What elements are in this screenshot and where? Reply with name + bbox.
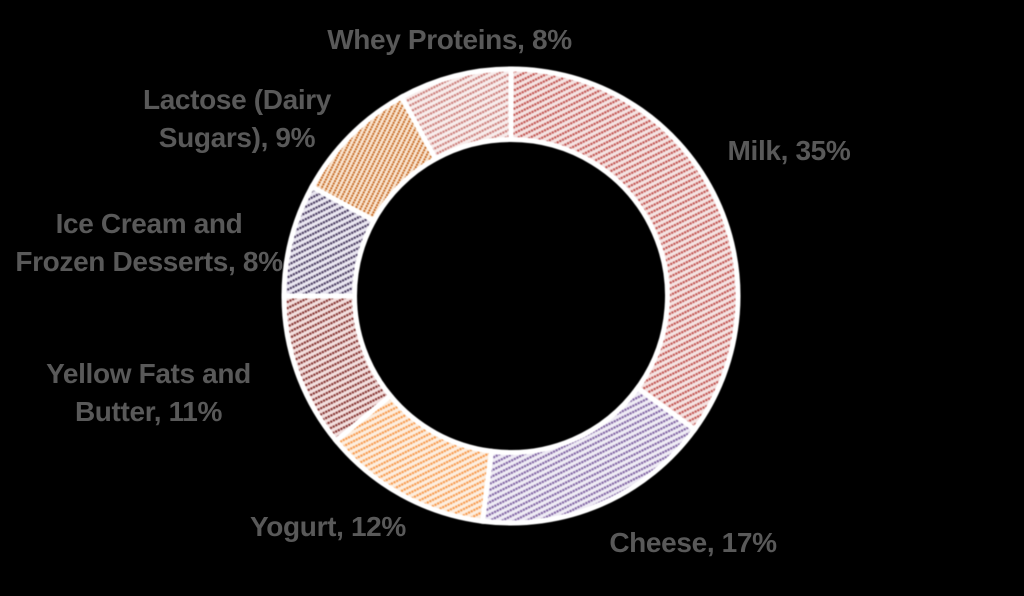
- label-milk: Milk, 35%: [727, 135, 851, 166]
- donut-segments: [281, 66, 741, 526]
- label-whey: Whey Proteins, 8%: [327, 24, 572, 55]
- segment-milk: [508, 66, 741, 433]
- segment-whey-proteins: [398, 66, 514, 163]
- label-lactose: Lactose (Dairy Sugars), 9%: [142, 84, 332, 153]
- label-yellowfats: Yellow Fats and Butter, 11%: [46, 358, 251, 427]
- label-cheese: Cheese, 17%: [609, 527, 777, 558]
- label-icecream: Ice Cream and Frozen Desserts, 8%: [15, 208, 283, 277]
- segment-cheese: [479, 384, 699, 526]
- label-yogurt: Yogurt, 12%: [250, 511, 406, 542]
